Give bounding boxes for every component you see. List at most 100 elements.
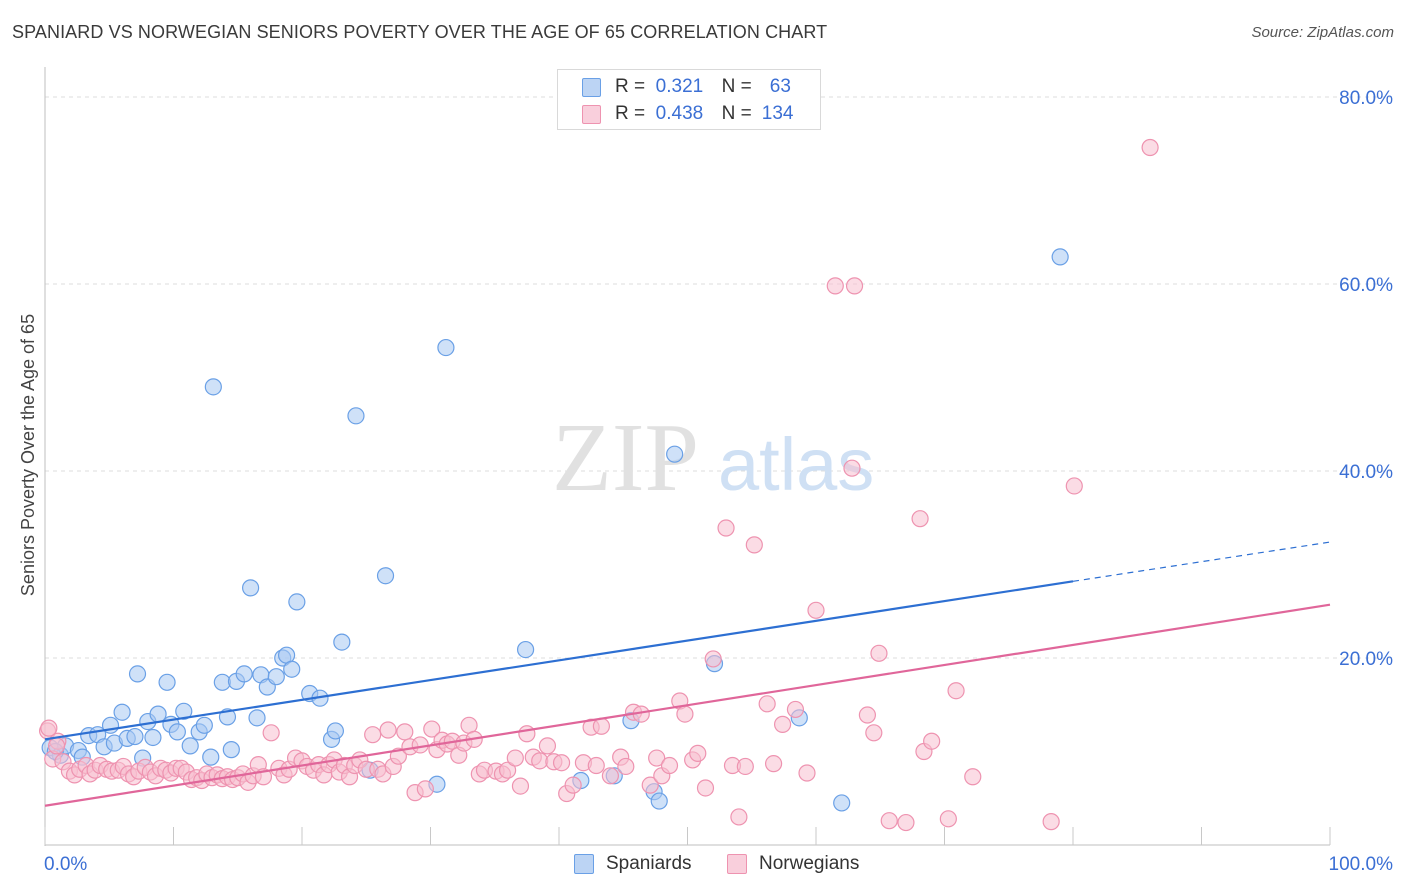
data-point-norwegians: [379, 721, 397, 739]
gridlines: [45, 96, 1392, 659]
data-point-spaniards: [326, 722, 345, 740]
data-point-norwegians: [845, 277, 864, 295]
r-label: R =: [615, 76, 646, 97]
data-point-norwegians: [897, 813, 915, 832]
tick-labels: 20.0% 40.0% 60.0% 80.0% 0.0% 100.0%: [44, 88, 1393, 875]
data-point-norwegians: [423, 720, 441, 738]
series-layer: [38, 138, 1159, 832]
y-tick-label: 20.0%: [1339, 649, 1393, 670]
data-point-spaniards: [126, 727, 144, 746]
data-point-spaniards: [666, 445, 684, 463]
legend-item-spaniards[interactable]: Spaniards: [574, 853, 692, 875]
data-point-spaniards: [175, 702, 193, 720]
series-norwegians: [38, 138, 1159, 832]
y-tick-label: 80.0%: [1339, 88, 1393, 109]
chart-title: SPANIARD VS NORWEGIAN SENIORS POVERTY OV…: [12, 22, 828, 42]
data-point-spaniards: [1051, 248, 1069, 266]
data-point-spaniards: [242, 579, 260, 597]
data-point-norwegians: [506, 749, 524, 767]
legend-swatch-spaniards: [574, 854, 594, 874]
watermark: ZIP atlas: [552, 404, 874, 512]
data-point-spaniards: [168, 723, 186, 741]
r-label: R =: [615, 103, 646, 124]
data-point-spaniards: [158, 673, 176, 691]
r-value: 0.438: [655, 103, 704, 124]
data-point-norwegians: [676, 705, 694, 723]
data-point-spaniards: [204, 378, 222, 396]
data-point-norwegians: [1141, 138, 1159, 157]
data-point-spaniards: [202, 748, 220, 766]
legend-swatch-spaniards: [582, 77, 601, 97]
data-point-norwegians: [689, 744, 707, 762]
axes: [44, 67, 1331, 846]
data-point-norwegians: [641, 776, 659, 794]
legend-swatch-norwegians: [727, 854, 747, 874]
data-point-spaniards: [235, 665, 253, 683]
trend-layer: [44, 541, 1331, 807]
legend-row-spaniards: R = 0.321 N = 63: [582, 75, 791, 99]
correlation-legend: R = 0.321 N = 63 R = 0.438 N = 134: [557, 69, 821, 130]
data-point-norwegians: [601, 767, 620, 785]
source-label: Source: ZipAtlas.com: [1251, 24, 1394, 41]
data-point-norwegians: [826, 277, 844, 295]
legend-label-spaniards: Spaniards: [606, 853, 692, 874]
data-point-norwegians: [865, 724, 883, 742]
n-label: N =: [721, 76, 752, 97]
data-point-norwegians: [764, 755, 783, 773]
data-point-spaniards: [283, 660, 301, 678]
data-point-norwegians: [717, 519, 735, 537]
data-point-spaniards: [347, 407, 365, 425]
data-point-spaniards: [181, 737, 199, 755]
data-point-norwegians: [807, 601, 825, 619]
data-point-norwegians: [704, 650, 722, 668]
data-point-norwegians: [758, 695, 776, 713]
data-point-norwegians: [730, 808, 748, 826]
series-spaniards: [41, 248, 1069, 812]
data-point-spaniards: [376, 567, 395, 585]
data-point-norwegians: [262, 724, 280, 742]
x-tick-label: 0.0%: [44, 854, 87, 875]
data-point-spaniards: [437, 338, 455, 357]
data-point-norwegians: [538, 737, 557, 755]
data-point-norwegians: [947, 682, 965, 700]
data-point-norwegians: [552, 754, 571, 772]
x-tick-label: 100.0%: [1329, 854, 1394, 875]
data-point-norwegians: [364, 726, 382, 744]
n-label: N =: [721, 103, 752, 124]
data-point-norwegians: [911, 510, 929, 528]
data-point-spaniards: [333, 633, 351, 651]
data-point-norwegians: [736, 757, 754, 776]
trend-line-extension-spaniards: [1072, 541, 1331, 582]
data-point-spaniards: [833, 794, 851, 812]
y-tick-label: 40.0%: [1339, 462, 1393, 483]
data-point-norwegians: [587, 756, 605, 775]
n-value: 63: [769, 76, 791, 97]
data-point-spaniards: [267, 668, 285, 686]
data-point-norwegians: [1065, 477, 1083, 495]
data-point-spaniards: [149, 705, 167, 723]
data-point-norwegians: [660, 756, 679, 775]
data-point-spaniards: [113, 703, 131, 721]
data-point-norwegians: [843, 459, 861, 477]
data-point-spaniards: [650, 792, 668, 810]
data-point-spaniards: [248, 709, 266, 727]
n-value: 134: [761, 103, 794, 124]
data-point-norwegians: [511, 777, 530, 795]
legend-item-norwegians[interactable]: Norwegians: [727, 853, 859, 875]
y-axis-label: Seniors Poverty Over the Age of 65: [18, 314, 38, 596]
legend-row-norwegians: R = 0.438 N = 134: [582, 102, 793, 126]
data-point-norwegians: [411, 736, 429, 754]
data-point-spaniards: [128, 665, 147, 683]
data-point-norwegians: [858, 706, 877, 724]
data-point-norwegians: [416, 780, 434, 798]
data-point-spaniards: [288, 593, 306, 611]
data-point-norwegians: [870, 644, 888, 662]
y-tick-label: 60.0%: [1339, 275, 1393, 296]
data-point-norwegians: [40, 719, 58, 737]
data-point-norwegians: [47, 737, 66, 755]
data-point-norwegians: [518, 725, 536, 743]
data-point-norwegians: [773, 715, 792, 733]
data-point-norwegians: [939, 810, 957, 828]
data-point-norwegians: [745, 536, 763, 554]
